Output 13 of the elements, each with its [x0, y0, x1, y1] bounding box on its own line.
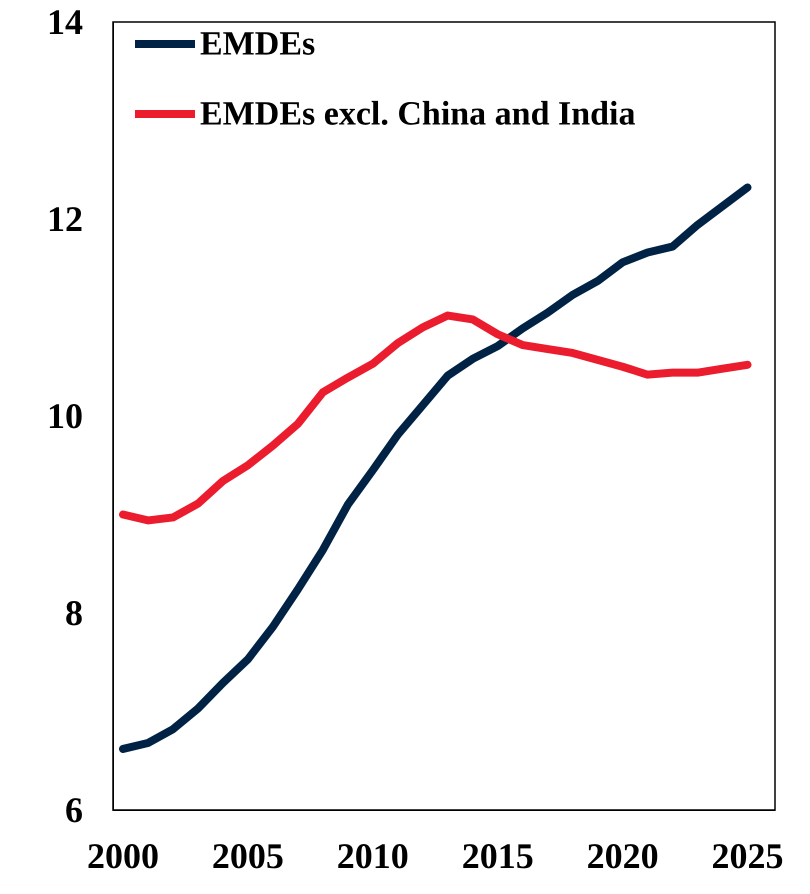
x-tick-label: 2025	[712, 836, 784, 876]
x-tick-label: 2020	[586, 836, 659, 876]
y-tick-label: 14	[47, 2, 83, 42]
x-tick-label: 2005	[212, 836, 284, 876]
x-tick-label: 2015	[462, 836, 534, 876]
legend-label: EMDEs	[200, 26, 316, 62]
y-tick-label: 12	[47, 199, 83, 239]
x-tick-label: 2000	[86, 836, 159, 876]
x-tick-label: 2010	[336, 836, 409, 876]
y-tick-label: 8	[65, 593, 83, 633]
legend-label: EMDEs excl. China and India	[200, 96, 636, 132]
y-tick-label: 10	[47, 396, 83, 436]
y-tick-label: 6	[65, 790, 83, 830]
